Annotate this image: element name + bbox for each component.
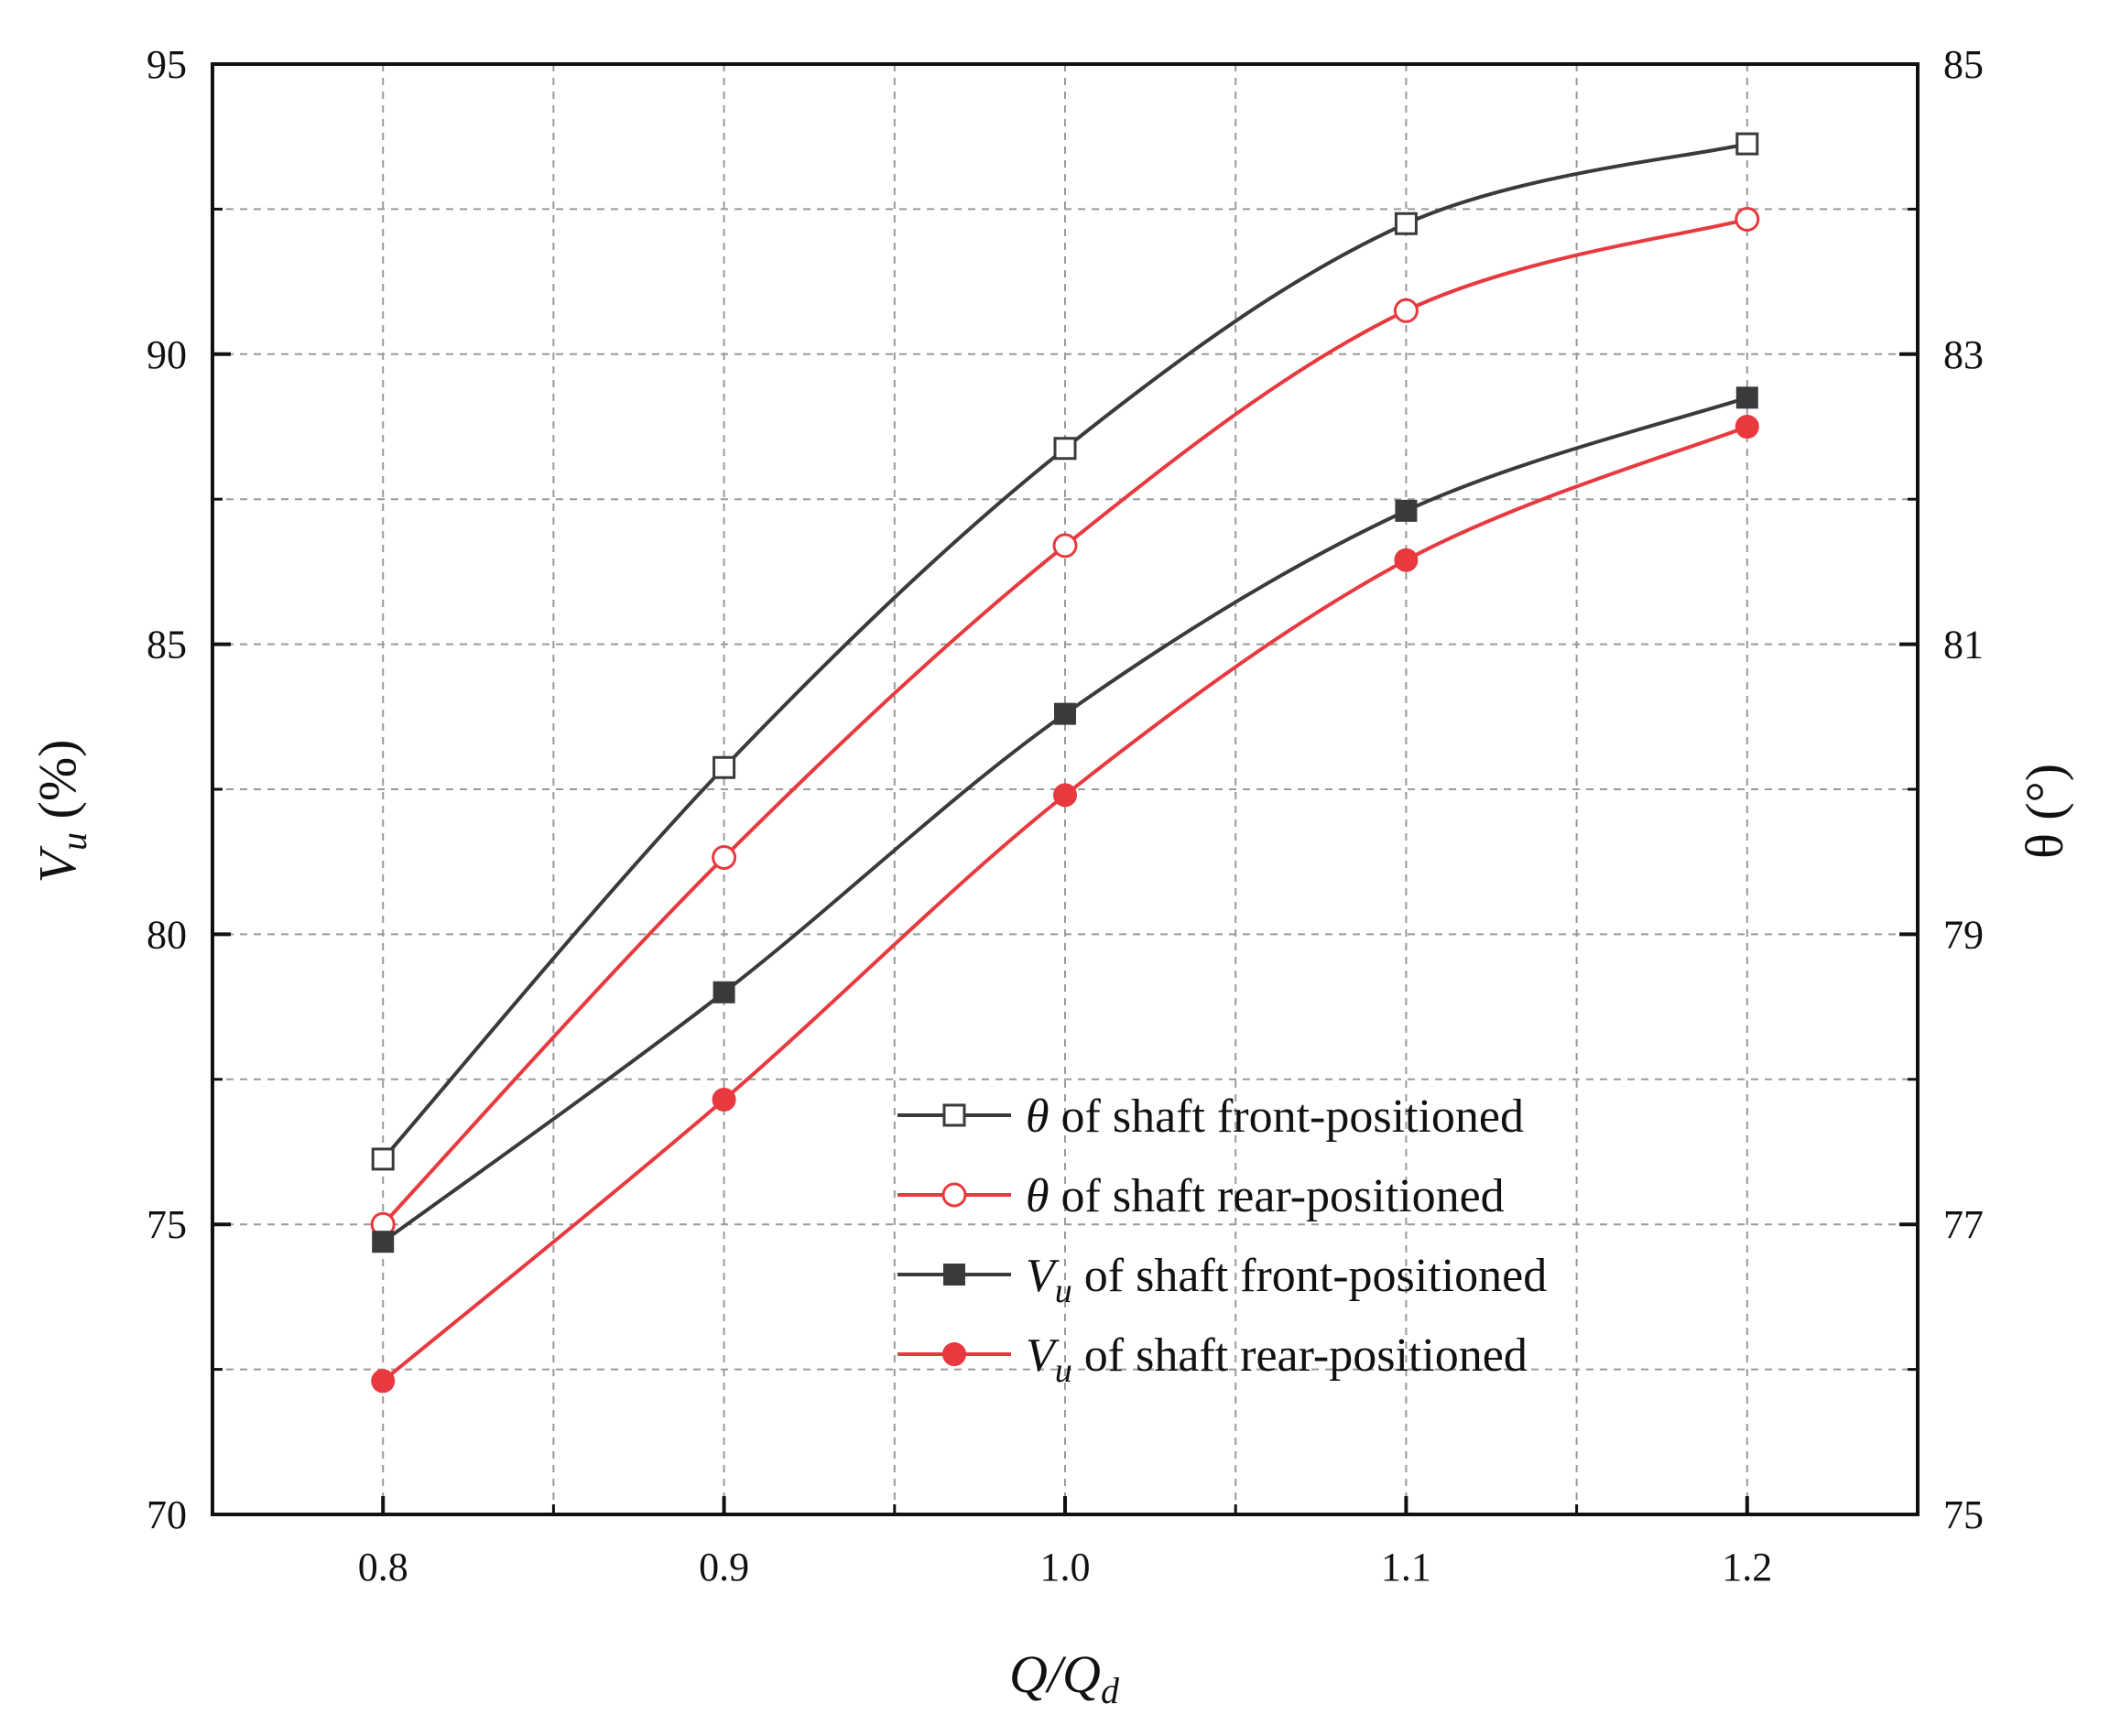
data-point-series-1 (371, 1147, 395, 1171)
data-point-series-3 (712, 981, 735, 1004)
tick-labels: 0.8 0.9 1.0 1.1 1.2 70 75 80 85 90 95 75 77 79 81 83 85 (147, 42, 1984, 1590)
legend: θ of shaft front-positioned θ of shaft re… (897, 1090, 1547, 1390)
legend-marker-2 (941, 1182, 967, 1208)
y-right-tick-label: 77 (1943, 1202, 1984, 1247)
data-point-series-2 (1393, 298, 1419, 323)
x-axis-title-sub: d (1101, 1670, 1120, 1711)
data-point-series-1 (1053, 437, 1077, 461)
y-left-tick-label: 80 (147, 912, 187, 957)
y-right-tick-label: 81 (1943, 623, 1984, 667)
y-left-tick-label: 90 (147, 332, 187, 377)
legend-label-3: Vu of shaft front-positioned (1026, 1250, 1547, 1310)
series-line-1 (381, 142, 1748, 1161)
x-tick-label: 1.1 (1381, 1545, 1431, 1590)
data-point-series-4 (712, 1087, 736, 1112)
grid (212, 64, 1918, 1514)
y-axis-left-title-rest: (%) (27, 740, 87, 832)
legend-label-2: θ of shaft rear-positioned (1026, 1170, 1505, 1222)
y-right-tick-label: 75 (1943, 1492, 1984, 1537)
data-point-series-4 (1735, 415, 1759, 439)
y-right-tick-label: 85 (1943, 42, 1984, 87)
y-right-tick-label: 79 (1943, 912, 1984, 957)
x-tick-label: 0.9 (699, 1545, 749, 1590)
data-point-series-3 (1054, 702, 1076, 725)
legend-marker-1 (942, 1103, 966, 1127)
data-point-series-3 (1735, 386, 1758, 409)
legend-marker-4 (942, 1342, 966, 1366)
data-point-series-2 (1052, 533, 1078, 559)
x-axis-title-main: Q/Q (1009, 1644, 1101, 1704)
x-axis-title: Q/Qd (1009, 1644, 1120, 1711)
series-line-2 (381, 217, 1748, 1226)
data-point-series-3 (372, 1231, 395, 1253)
data-point-series-4 (1394, 548, 1419, 572)
x-tick-label: 1.0 (1040, 1545, 1091, 1590)
y-left-tick-label: 85 (147, 623, 187, 667)
data-point-series-2 (1735, 206, 1760, 232)
plot-frame (211, 62, 1920, 1516)
y-axis-left-title: Vu (%) (27, 740, 94, 884)
y-left-tick-label: 70 (147, 1492, 187, 1537)
series-markers (370, 132, 1760, 1394)
legend-label-1: θ of shaft front-positioned (1026, 1090, 1524, 1143)
x-tick-label: 1.2 (1722, 1545, 1772, 1590)
data-point-series-4 (1053, 783, 1077, 808)
legend-label-4: Vu of shaft rear-positioned (1026, 1329, 1528, 1390)
legend-marker-3 (943, 1264, 965, 1286)
x-tick-label: 0.8 (358, 1545, 408, 1590)
data-point-series-4 (371, 1369, 396, 1394)
data-point-series-1 (1394, 212, 1418, 235)
data-point-series-3 (1395, 499, 1418, 522)
y-axis-right-title: θ (°) (2015, 764, 2074, 859)
y-axis-left-title-main: V (27, 844, 87, 883)
data-point-series-1 (1735, 132, 1759, 156)
data-point-series-1 (712, 755, 736, 779)
y-right-tick-label: 83 (1943, 332, 1984, 377)
y-left-tick-label: 95 (147, 42, 187, 87)
y-axis-left-title-sub: u (53, 832, 94, 851)
y-left-tick-label: 75 (147, 1202, 187, 1247)
data-point-series-2 (712, 844, 737, 870)
